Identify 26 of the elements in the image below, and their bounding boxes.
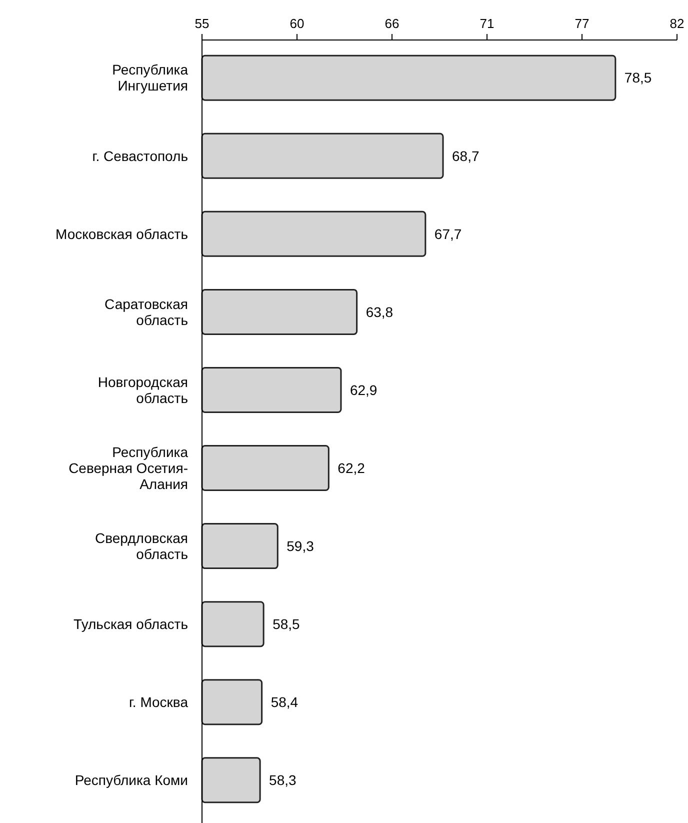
x-tick-label: 66 xyxy=(384,16,400,31)
y-tick-label: Республика Северная Осетия- Алания xyxy=(68,444,188,492)
data-label: 58,4 xyxy=(270,694,298,710)
x-tick-label: 60 xyxy=(290,16,304,31)
data-label: 62,2 xyxy=(338,460,366,476)
x-tick-label: 77 xyxy=(574,16,590,31)
data-label: 78,5 xyxy=(624,70,652,86)
y-tick-label: г. Севастополь xyxy=(92,148,188,164)
data-label: 63,8 xyxy=(366,304,394,320)
data-label: 59,3 xyxy=(286,538,314,554)
x-tick-label: 82 xyxy=(670,16,684,31)
data-label: 67,7 xyxy=(434,226,462,242)
data-label: 58,3 xyxy=(269,772,297,788)
data-label: 58,5 xyxy=(272,616,300,632)
y-tick-label: Саратовская область xyxy=(104,296,188,328)
data-label: 68,7 xyxy=(452,148,480,164)
y-tick-label: Новгородская область xyxy=(98,374,188,406)
x-tick-label: 55 xyxy=(194,16,210,31)
y-tick-label: Республика Ингушетия xyxy=(112,62,188,94)
y-tick-label: Свердловская область xyxy=(94,530,188,562)
x-tick-label: 71 xyxy=(480,16,494,31)
y-tick-label: г. Москва xyxy=(129,694,188,710)
y-tick-label: Республика Коми xyxy=(74,772,188,788)
y-tick-label: Московская область xyxy=(56,226,188,242)
data-label: 62,9 xyxy=(350,382,378,398)
y-tick-label: Тульская область xyxy=(74,616,188,632)
